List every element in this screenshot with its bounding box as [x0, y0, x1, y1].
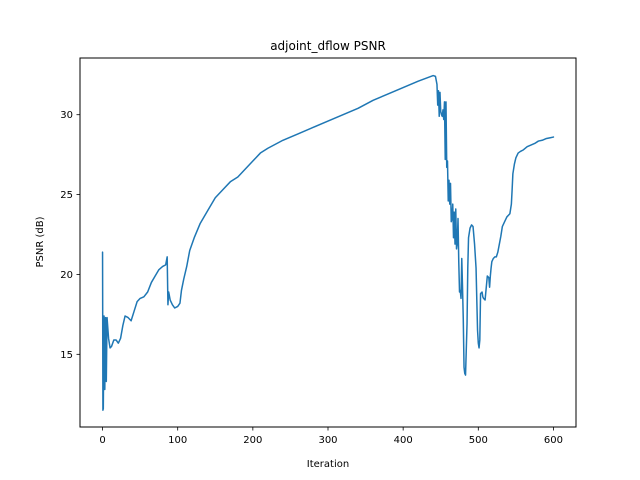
- y-axis-label: PSNR (dB): [35, 216, 46, 267]
- chart-title: adjoint_dflow PSNR: [270, 39, 386, 53]
- x-tick-label: 300: [318, 435, 337, 446]
- x-axis-label: Iteration: [307, 459, 349, 470]
- plot-frame: [79, 57, 577, 428]
- x-axis-ticks: 0 100 200 300 400 500 600: [99, 427, 563, 446]
- series-line-0: [101, 74, 555, 411]
- x-tick-label: 0: [99, 435, 105, 446]
- x-tick-label: 200: [243, 435, 262, 446]
- y-tick-label: 20: [60, 270, 73, 281]
- y-tick-label: 30: [60, 110, 73, 121]
- x-tick-label: 600: [544, 435, 563, 446]
- y-tick-label: 15: [60, 350, 73, 361]
- x-tick-label: 500: [469, 435, 488, 446]
- y-axis-ticks: 15 20 25 30: [60, 110, 80, 361]
- plot-area: [101, 74, 555, 411]
- y-tick-label: 25: [60, 190, 73, 201]
- x-tick-label: 400: [394, 435, 413, 446]
- x-tick-label: 100: [168, 435, 187, 446]
